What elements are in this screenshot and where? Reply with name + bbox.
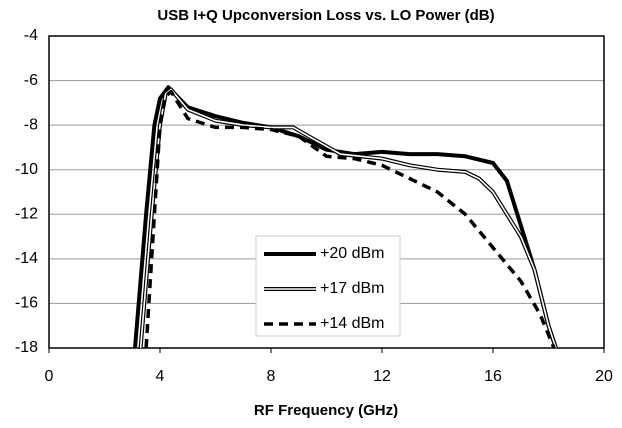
x-tick-label: 16 bbox=[484, 368, 502, 385]
y-tick-label: -14 bbox=[15, 250, 38, 267]
x-tick-label: 12 bbox=[373, 368, 391, 385]
series-line bbox=[144, 89, 556, 348]
legend-label: +14 dBm bbox=[320, 315, 384, 332]
y-tick-label: -16 bbox=[15, 295, 38, 312]
y-tick-label: -18 bbox=[15, 339, 38, 356]
legend-label: +20 dBm bbox=[320, 245, 384, 262]
x-tick-label: 0 bbox=[45, 368, 54, 385]
y-tick-label: -6 bbox=[24, 72, 38, 89]
legend-label: +17 dBm bbox=[320, 280, 384, 297]
plot-border bbox=[48, 35, 605, 349]
y-tick-label: -10 bbox=[15, 161, 38, 178]
plot-lines bbox=[133, 85, 559, 348]
y-tick-label: -8 bbox=[24, 116, 38, 133]
y-tick-label: -4 bbox=[24, 27, 38, 44]
chart-title: USB I+Q Upconversion Loss vs. LO Power (… bbox=[157, 7, 494, 24]
x-tick-label: 8 bbox=[267, 368, 276, 385]
x-tick-label: 20 bbox=[595, 368, 613, 385]
y-tick-label: -12 bbox=[15, 206, 38, 223]
x-tick-label: 4 bbox=[156, 368, 165, 385]
x-axis-label: RF Frequency (GHz) bbox=[254, 402, 398, 419]
